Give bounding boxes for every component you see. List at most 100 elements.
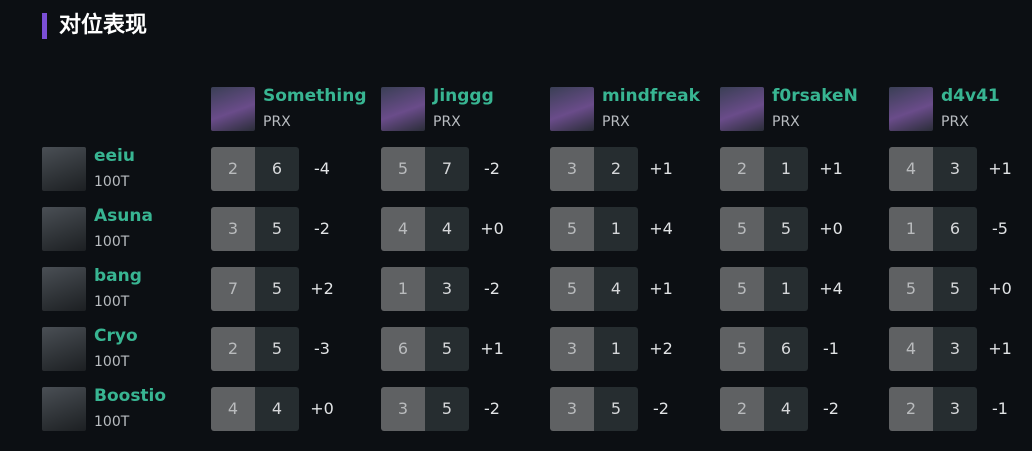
kill-diff: +1 — [988, 339, 1012, 358]
kill-diff: +1 — [819, 159, 843, 178]
kills-box: 3 — [550, 147, 594, 191]
deaths-box: 3 — [933, 327, 977, 371]
kills-box: 3 — [381, 387, 425, 431]
kills-box: 2 — [720, 387, 764, 431]
row-player-avatar — [42, 267, 86, 311]
deaths-box: 4 — [764, 387, 808, 431]
deaths-box: 1 — [594, 327, 638, 371]
row-player-avatar — [42, 207, 86, 251]
title-accent — [42, 13, 47, 39]
kills-box: 7 — [211, 267, 255, 311]
row-player-avatar — [42, 327, 86, 371]
column-player-name: d4v41 — [941, 86, 1000, 106]
deaths-box: 4 — [594, 267, 638, 311]
kill-diff: +1 — [649, 159, 673, 178]
kills-box: 2 — [720, 147, 764, 191]
kills-box: 5 — [720, 327, 764, 371]
column-player-avatar — [550, 87, 594, 131]
column-player-name: f0rsakeN — [772, 86, 858, 106]
kill-diff: -2 — [653, 399, 669, 418]
column-player-avatar — [720, 87, 764, 131]
deaths-box: 6 — [933, 207, 977, 251]
row-player-team: 100T — [94, 174, 130, 190]
deaths-box: 1 — [764, 267, 808, 311]
row-player-team: 100T — [94, 294, 130, 310]
deaths-box: 5 — [933, 267, 977, 311]
kill-diff: -2 — [484, 279, 500, 298]
kills-box: 3 — [550, 387, 594, 431]
kills-box: 2 — [889, 387, 933, 431]
row-player-name: Asuna — [94, 206, 153, 226]
column-player-name: Jinggg — [433, 86, 494, 106]
deaths-box: 5 — [255, 267, 299, 311]
kills-box: 4 — [889, 327, 933, 371]
kill-diff: +1 — [480, 339, 504, 358]
row-player-team: 100T — [94, 234, 130, 250]
deaths-box: 6 — [255, 147, 299, 191]
kill-diff: +1 — [649, 279, 673, 298]
kill-diff: +0 — [988, 279, 1012, 298]
row-player-name: bang — [94, 266, 142, 286]
kills-box: 2 — [211, 147, 255, 191]
kills-box: 5 — [550, 207, 594, 251]
kill-diff: -5 — [992, 219, 1008, 238]
deaths-box: 1 — [764, 147, 808, 191]
kill-diff: +0 — [480, 219, 504, 238]
deaths-box: 5 — [425, 327, 469, 371]
kill-diff: -1 — [992, 399, 1008, 418]
kills-box: 6 — [381, 327, 425, 371]
kills-box: 1 — [381, 267, 425, 311]
kills-box: 4 — [381, 207, 425, 251]
deaths-box: 6 — [764, 327, 808, 371]
column-player-name: Something — [263, 86, 367, 106]
column-player-team: PRX — [941, 114, 969, 130]
column-player-team: PRX — [772, 114, 800, 130]
deaths-box: 5 — [594, 387, 638, 431]
column-player-team: PRX — [433, 114, 461, 130]
kill-diff: +2 — [649, 339, 673, 358]
kill-diff: -2 — [484, 399, 500, 418]
column-player-team: PRX — [602, 114, 630, 130]
kill-diff: -2 — [823, 399, 839, 418]
kills-box: 5 — [720, 267, 764, 311]
kills-box: 5 — [550, 267, 594, 311]
kill-diff: +0 — [310, 399, 334, 418]
kill-diff: -1 — [823, 339, 839, 358]
deaths-box: 2 — [594, 147, 638, 191]
deaths-box: 4 — [255, 387, 299, 431]
deaths-box: 4 — [425, 207, 469, 251]
section-title: 对位表现 — [59, 13, 148, 38]
row-player-avatar — [42, 387, 86, 431]
kill-diff: -4 — [314, 159, 330, 178]
kills-box: 4 — [211, 387, 255, 431]
column-player-avatar — [889, 87, 933, 131]
row-player-name: Boostio — [94, 386, 167, 406]
column-player-avatar — [211, 87, 255, 131]
kill-diff: -2 — [484, 159, 500, 178]
deaths-box: 3 — [933, 387, 977, 431]
kill-diff: +4 — [649, 219, 673, 238]
kills-box: 5 — [720, 207, 764, 251]
kills-box: 5 — [889, 267, 933, 311]
column-player-name: mindfreak — [602, 86, 700, 106]
deaths-box: 5 — [255, 327, 299, 371]
kills-box: 2 — [211, 327, 255, 371]
column-player-team: PRX — [263, 114, 291, 130]
deaths-box: 1 — [594, 207, 638, 251]
deaths-box: 5 — [255, 207, 299, 251]
kill-diff: -3 — [314, 339, 330, 358]
kill-diff: +2 — [310, 279, 334, 298]
kills-box: 3 — [550, 327, 594, 371]
kills-box: 3 — [211, 207, 255, 251]
row-player-team: 100T — [94, 414, 130, 430]
kill-diff: +1 — [988, 159, 1012, 178]
row-player-name: eeiu — [94, 146, 135, 166]
kills-box: 5 — [381, 147, 425, 191]
kill-diff: +0 — [819, 219, 843, 238]
deaths-box: 3 — [425, 267, 469, 311]
kill-diff: +4 — [819, 279, 843, 298]
kills-box: 1 — [889, 207, 933, 251]
deaths-box: 5 — [764, 207, 808, 251]
row-player-avatar — [42, 147, 86, 191]
